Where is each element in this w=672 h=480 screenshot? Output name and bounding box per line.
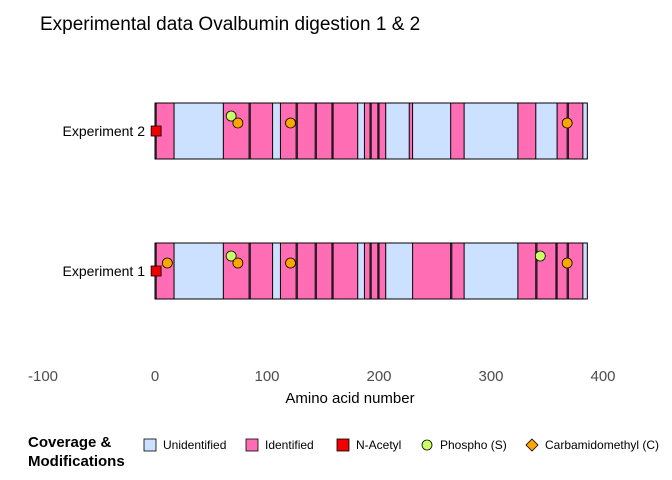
chart-title: Experimental data Ovalbumin digestion 1 … <box>40 14 420 35</box>
experiment-label: Experiment 2 <box>63 123 146 139</box>
identified-segment <box>412 242 452 300</box>
legend-item: Unidentified <box>143 438 226 452</box>
identified-segment <box>332 242 359 300</box>
carbamidomethyl-marker <box>285 257 296 269</box>
legend-key-carbamidomethyl <box>525 438 539 452</box>
identified-segment <box>296 102 316 160</box>
legend: Coverage & Modifications Unidentified Ide… <box>28 434 659 470</box>
legend-title-line2: Modifications <box>28 453 125 470</box>
identified-segment <box>378 102 387 160</box>
identified-segment <box>296 242 316 300</box>
carbamidomethyl-marker <box>232 117 244 129</box>
legend-key-phospho <box>421 439 433 451</box>
x-tick-label: 0 <box>151 368 159 385</box>
experiment-row: Experiment 2 <box>63 102 588 160</box>
legend-label: Carbamidomethyl (C) <box>545 438 659 452</box>
x-tick-label: 400 <box>590 368 615 385</box>
identified-segment <box>378 242 387 300</box>
identified-segment <box>249 242 274 300</box>
identified-segment <box>517 242 537 300</box>
identified-segment <box>408 102 414 160</box>
identified-segment <box>315 102 333 160</box>
identified-segment <box>363 102 371 160</box>
identified-segment <box>451 242 465 300</box>
legend-key-identified <box>245 438 259 452</box>
phospho-marker <box>225 250 237 262</box>
legend-key-unidentified <box>143 438 157 452</box>
identified-segment <box>370 102 379 160</box>
identified-segment <box>363 242 371 300</box>
legend-label: Phospho (S) <box>440 438 507 452</box>
nacetyl-marker <box>150 265 162 277</box>
carbamidomethyl-marker <box>161 257 173 269</box>
carbamidomethyl-marker <box>561 257 573 269</box>
carbamidomethyl-marker <box>285 117 296 129</box>
x-tick-label: 200 <box>366 368 391 385</box>
identified-segment <box>249 102 274 160</box>
legend-key-nacetyl <box>336 438 350 452</box>
legend-title-line1: Coverage & <box>28 434 112 451</box>
identified-segment <box>279 242 297 300</box>
identified-segment <box>450 102 465 160</box>
identified-segment <box>315 242 333 300</box>
legend-item: Identified <box>245 438 314 452</box>
nacetyl-marker <box>150 125 162 137</box>
legend-item: N-Acetyl <box>336 438 401 452</box>
identified-segment <box>517 102 537 160</box>
experiment-row: Experiment 1 <box>63 242 588 300</box>
identified-segment <box>279 102 297 160</box>
identified-segment <box>222 102 250 160</box>
plot-area: Experiment 2 Experiment 1 <box>63 102 588 300</box>
x-tick-label: -100 <box>28 368 58 385</box>
carbamidomethyl-marker <box>561 117 573 129</box>
identified-segment <box>222 242 250 300</box>
identified-segment <box>370 242 379 300</box>
x-axis-title: Amino acid number <box>285 390 414 407</box>
x-tick-label: 300 <box>478 368 503 385</box>
identified-segment <box>332 102 359 160</box>
legend-label: Unidentified <box>163 438 226 452</box>
legend-label: N-Acetyl <box>356 438 401 452</box>
legend-label: Identified <box>265 438 314 452</box>
x-tick-label: 100 <box>254 368 279 385</box>
identified-segment <box>567 242 584 300</box>
experiment-label: Experiment 1 <box>63 263 146 279</box>
carbamidomethyl-marker <box>232 257 244 269</box>
identified-segment <box>556 102 568 160</box>
identified-segment <box>567 102 584 160</box>
phospho-marker <box>225 110 237 122</box>
legend-item: Phospho (S) <box>421 438 507 452</box>
x-axis: -100 0 100 200 300 400 <box>28 368 616 385</box>
identified-segment <box>556 242 568 300</box>
phospho-marker <box>534 250 546 262</box>
legend-item: Carbamidomethyl (C) <box>525 438 659 452</box>
